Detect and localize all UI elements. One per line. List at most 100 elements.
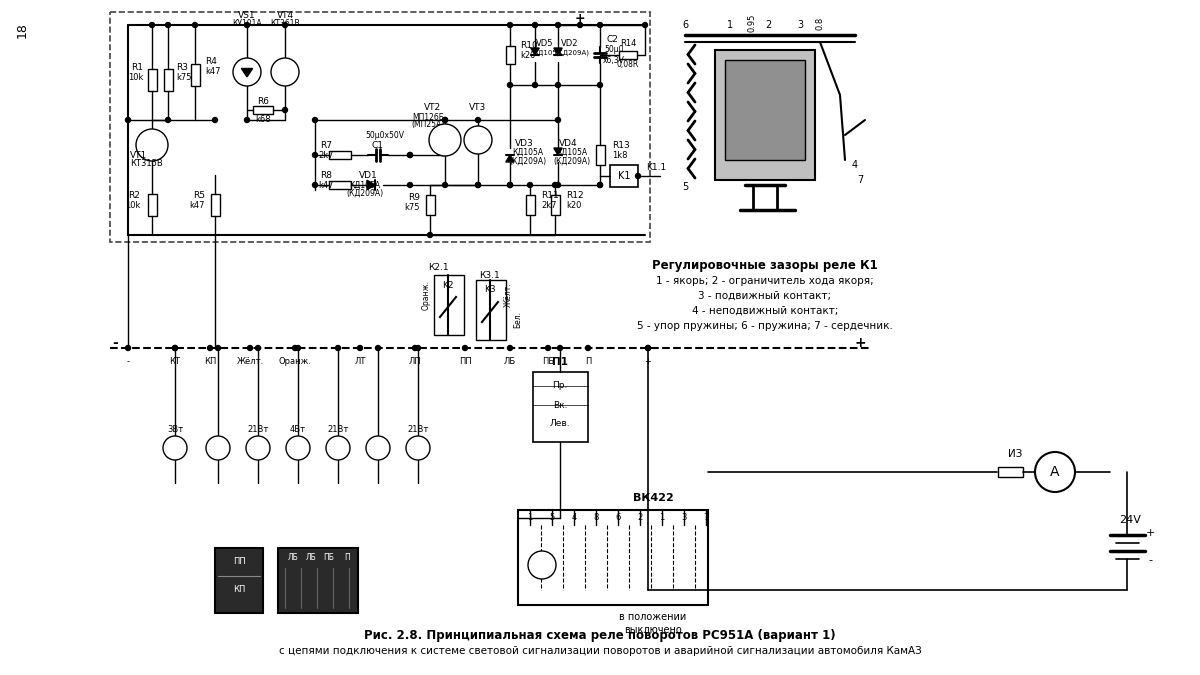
Circle shape: [246, 436, 270, 460]
Bar: [426, 195, 434, 215]
Text: К2.1: К2.1: [427, 263, 449, 273]
Text: Жёлт.: Жёлт.: [504, 283, 512, 307]
Text: Рис. 2.8. Принципиальная схема реле поворотов РС951А (вариант 1): Рис. 2.8. Принципиальная схема реле пово…: [364, 630, 836, 643]
Polygon shape: [367, 180, 374, 190]
Text: x6,3V: x6,3V: [604, 55, 625, 65]
Text: 10k: 10k: [127, 72, 143, 82]
Circle shape: [586, 346, 590, 350]
Text: 50µ0: 50µ0: [605, 45, 624, 55]
Circle shape: [508, 82, 512, 88]
Text: R9: R9: [408, 192, 420, 202]
Bar: [725, 60, 805, 160]
Text: 24V: 24V: [1120, 515, 1141, 525]
Text: VD1: VD1: [359, 171, 377, 180]
Circle shape: [556, 22, 560, 28]
Text: VT4: VT4: [276, 11, 294, 20]
Text: ЛТ: ЛТ: [354, 358, 366, 367]
Text: R4: R4: [205, 57, 217, 67]
Circle shape: [556, 82, 560, 88]
Text: КТ315В: КТ315В: [130, 159, 163, 169]
Circle shape: [552, 182, 558, 188]
Text: 2k7: 2k7: [541, 202, 557, 211]
Text: k47: k47: [205, 68, 221, 76]
Text: 1k8: 1k8: [612, 151, 628, 159]
Text: R10: R10: [520, 41, 538, 51]
Circle shape: [282, 107, 288, 113]
Polygon shape: [506, 155, 515, 162]
Text: VS1: VS1: [238, 11, 256, 20]
Text: ЛП: ЛП: [409, 358, 421, 367]
Polygon shape: [553, 148, 563, 155]
Circle shape: [312, 182, 318, 188]
Text: П: П: [344, 554, 350, 562]
Bar: [619, 51, 637, 59]
Text: ИЗ: ИЗ: [1008, 449, 1022, 459]
Text: K1: K1: [618, 171, 630, 181]
Text: 4: 4: [571, 514, 577, 522]
Text: 0.8: 0.8: [816, 16, 824, 30]
Text: (КД209А): (КД209А): [554, 50, 589, 56]
Circle shape: [406, 436, 430, 460]
Circle shape: [408, 182, 413, 188]
Text: 1: 1: [727, 20, 733, 30]
Circle shape: [408, 153, 413, 157]
Circle shape: [598, 82, 602, 88]
Text: 21Вт: 21Вт: [247, 425, 269, 433]
Text: -: -: [112, 336, 118, 350]
Circle shape: [413, 346, 418, 350]
Text: КУ101А: КУ101А: [232, 18, 262, 28]
Text: C1: C1: [372, 140, 384, 149]
Bar: [215, 548, 263, 613]
Text: 2: 2: [637, 514, 643, 522]
Circle shape: [508, 346, 512, 350]
Text: 3 - подвижный контакт;: 3 - подвижный контакт;: [698, 291, 832, 301]
Bar: [476, 280, 506, 340]
Circle shape: [173, 346, 178, 350]
Circle shape: [475, 182, 480, 188]
Text: ЛБ: ЛБ: [504, 358, 516, 367]
Text: R14: R14: [620, 40, 636, 49]
Circle shape: [312, 117, 318, 122]
Circle shape: [173, 346, 178, 350]
Text: VD2: VD2: [562, 40, 578, 49]
Circle shape: [528, 182, 533, 188]
Circle shape: [636, 173, 641, 178]
Circle shape: [366, 436, 390, 460]
Circle shape: [558, 346, 563, 350]
Bar: [505, 46, 515, 64]
Text: +: +: [1145, 528, 1154, 538]
Text: (КД209А): (КД209А): [347, 188, 384, 198]
Circle shape: [443, 117, 448, 122]
Circle shape: [136, 129, 168, 161]
Text: (КД209А): (КД209А): [553, 157, 590, 165]
Circle shape: [533, 22, 538, 28]
Text: k75: k75: [404, 202, 420, 211]
Text: 7: 7: [703, 514, 709, 522]
Text: 21Вт: 21Вт: [407, 425, 428, 433]
Text: k68: k68: [256, 115, 271, 124]
Text: ЛБ: ЛБ: [306, 554, 317, 562]
Circle shape: [206, 436, 230, 460]
Circle shape: [415, 346, 420, 350]
Bar: [148, 69, 156, 91]
Text: 5 - упор пружины; 6 - пружина; 7 - сердечник.: 5 - упор пружины; 6 - пружина; 7 - серде…: [637, 321, 893, 331]
Circle shape: [598, 182, 602, 188]
Text: ВК422: ВК422: [632, 493, 673, 503]
Text: k75: k75: [176, 72, 192, 82]
Text: 6: 6: [682, 20, 688, 30]
Bar: [329, 181, 352, 189]
Bar: [278, 548, 358, 613]
Circle shape: [646, 346, 650, 350]
Bar: [595, 145, 605, 165]
Circle shape: [646, 346, 650, 350]
Text: 0,08R: 0,08R: [617, 59, 640, 68]
Text: R2: R2: [128, 190, 140, 200]
Text: R3: R3: [176, 63, 188, 72]
Text: R5: R5: [193, 190, 205, 200]
Text: k20: k20: [566, 202, 581, 211]
Circle shape: [126, 346, 131, 350]
Text: Оранж.: Оранж.: [278, 358, 312, 367]
Circle shape: [556, 117, 560, 122]
Circle shape: [208, 346, 212, 350]
Bar: [329, 151, 352, 159]
